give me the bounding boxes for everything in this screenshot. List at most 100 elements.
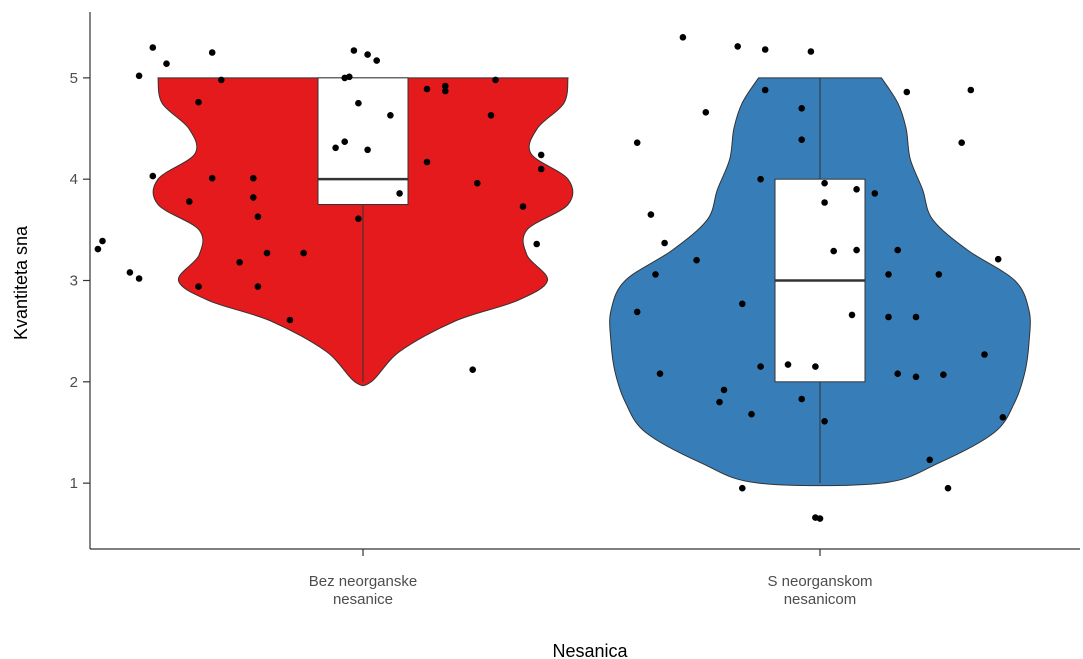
- boxplots: [317, 77, 866, 484]
- y-tick-label: 2: [70, 374, 78, 391]
- x-tick-label-1: Bez neorganske nesanice: [309, 573, 417, 608]
- data-point: [885, 271, 892, 278]
- data-point: [816, 515, 824, 522]
- data-point: [492, 76, 499, 84]
- data-point: [355, 99, 362, 107]
- data-point: [853, 246, 860, 254]
- data-point: [633, 139, 641, 146]
- data-point: [350, 47, 358, 54]
- data-point: [702, 109, 710, 116]
- data-point: [981, 351, 988, 358]
- data-point: [821, 418, 828, 425]
- data-point: [848, 311, 856, 319]
- box-1: [317, 77, 409, 206]
- data-point: [720, 386, 728, 394]
- data-point: [633, 308, 641, 316]
- data-point: [940, 371, 947, 379]
- data-point: [999, 414, 1007, 421]
- data-point: [830, 247, 837, 255]
- data-point: [149, 44, 157, 51]
- data-point: [195, 98, 202, 106]
- data-point: [652, 271, 659, 278]
- data-point: [186, 198, 193, 205]
- data-point: [332, 144, 339, 152]
- x-axis-title: Nesanica: [552, 641, 628, 659]
- data-point: [487, 112, 495, 119]
- data-point: [341, 138, 349, 145]
- data-point: [286, 316, 294, 324]
- data-point: [784, 361, 792, 368]
- data-point: [994, 255, 1002, 263]
- data-point: [126, 269, 134, 276]
- data-point: [195, 283, 202, 290]
- data-point: [757, 363, 764, 370]
- data-point: [798, 105, 805, 112]
- data-point: [798, 395, 805, 403]
- data-point: [716, 398, 723, 406]
- data-point: [757, 175, 764, 183]
- data-point: [537, 151, 545, 159]
- data-point: [250, 174, 257, 182]
- data-point: [149, 172, 157, 180]
- y-tick-label: 1: [70, 475, 78, 492]
- data-point: [263, 249, 271, 257]
- y-tick-label: 4: [70, 171, 78, 188]
- data-point: [761, 86, 769, 94]
- data-point: [958, 139, 965, 146]
- data-point: [236, 259, 243, 266]
- data-point: [163, 60, 170, 67]
- data-point: [967, 86, 975, 94]
- data-point: [474, 179, 481, 187]
- data-point: [661, 239, 668, 247]
- data-point: [885, 313, 892, 321]
- data-point: [853, 186, 860, 193]
- data-point: [218, 76, 225, 84]
- data-point: [469, 366, 477, 374]
- violins: [152, 77, 1031, 487]
- x-ticks: Bez neorganske nesanice S neorganskom nesan…: [309, 549, 873, 608]
- data-point: [208, 174, 216, 182]
- data-point: [935, 271, 943, 278]
- data-point: [739, 300, 746, 308]
- data-point: [396, 190, 403, 197]
- data-point: [807, 48, 815, 55]
- data-point: [300, 249, 307, 257]
- data-point: [812, 363, 819, 370]
- data-point: [373, 57, 381, 64]
- jitter-points: [94, 34, 1007, 522]
- data-point: [734, 43, 741, 50]
- data-point: [387, 112, 394, 119]
- y-axis-title: Kvantiteta sna: [11, 225, 31, 340]
- data-point: [99, 237, 106, 245]
- data-point: [346, 73, 353, 81]
- data-point: [912, 373, 920, 381]
- data-point: [821, 199, 828, 206]
- data-point: [944, 484, 952, 492]
- data-point: [355, 215, 362, 222]
- data-point: [821, 179, 828, 187]
- data-point: [798, 136, 805, 143]
- data-point: [537, 165, 545, 173]
- y-tick-label: 5: [70, 70, 78, 87]
- data-point: [894, 370, 901, 378]
- data-point: [912, 313, 920, 321]
- data-point: [647, 211, 655, 218]
- data-point: [519, 203, 527, 210]
- data-point: [894, 246, 901, 254]
- y-ticks: 1 2 3 4 5: [70, 70, 90, 492]
- data-point: [254, 283, 262, 290]
- data-point: [442, 82, 449, 90]
- data-point: [693, 256, 700, 264]
- data-point: [364, 51, 371, 58]
- data-point: [442, 87, 449, 95]
- data-point: [250, 194, 257, 201]
- data-point: [254, 213, 262, 220]
- data-point: [423, 158, 431, 166]
- data-point: [533, 240, 540, 248]
- data-point: [926, 456, 933, 464]
- data-point: [871, 190, 879, 197]
- data-point: [94, 245, 102, 253]
- data-point: [423, 85, 431, 93]
- y-tick-label: 3: [70, 273, 78, 290]
